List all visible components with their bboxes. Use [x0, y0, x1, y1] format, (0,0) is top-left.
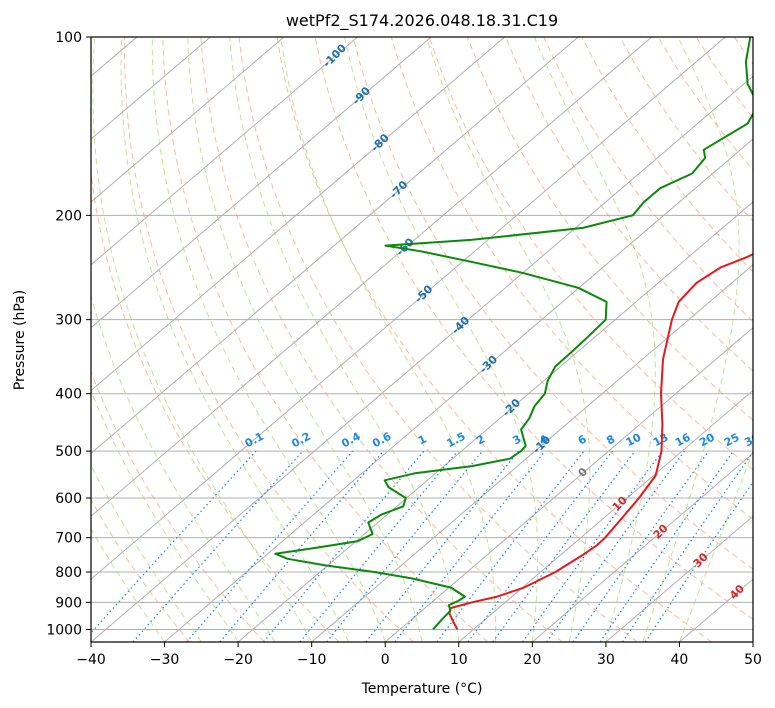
- plot-frame: [90, 36, 754, 643]
- mixing-ratio-line: [132, 450, 304, 642]
- moist-adiabat: [151, 37, 386, 642]
- x-axis-label: Temperature (°C): [361, 681, 483, 697]
- moist-adiabat: [120, 37, 349, 642]
- isotherm-line: [91, 37, 579, 455]
- x-tick-label: −10: [297, 652, 327, 668]
- dry-adiabat: [162, 37, 489, 642]
- isotherm-line: [605, 515, 753, 642]
- isotherm-line: [532, 452, 753, 642]
- isotherm-line: [311, 264, 753, 642]
- mixing-ratio-line: [394, 450, 546, 642]
- y-tick-label: 1000: [46, 622, 82, 638]
- mixing-ratio-line: [436, 450, 585, 642]
- y-axis: 100 200 300 400 500 600 700 800 900 1000: [46, 30, 91, 638]
- isotherm-line: [91, 75, 753, 642]
- dry-adiabat: [91, 370, 265, 642]
- chart-title: wetPf2_S174.2026.048.18.31.C19: [286, 11, 558, 31]
- isotherm-line: [91, 37, 285, 203]
- moist-adiabats: [91, 37, 753, 642]
- y-axis-label: Pressure (hPa): [12, 290, 28, 390]
- moist-adiabat: [678, 449, 753, 642]
- moist-adiabat: [187, 37, 423, 642]
- isotherm-line: [164, 138, 753, 642]
- isotherm-line: [458, 389, 753, 642]
- isotherm-line: [91, 37, 653, 517]
- plot-area: -100-90-80-70-60-50-40-30-20-10010203040…: [91, 37, 762, 642]
- mixing-ratio-lines: [91, 450, 753, 642]
- x-tick-label: −30: [150, 652, 180, 668]
- moist-adiabat: [280, 37, 497, 642]
- y-tick-label: 400: [55, 387, 82, 403]
- x-tick-label: 0: [381, 652, 390, 668]
- dry-adiabat: [91, 498, 191, 642]
- y-tick-label: 300: [55, 313, 82, 329]
- mixing-ratio-line: [572, 450, 710, 642]
- mixing-ratio-label: 16: [673, 431, 693, 450]
- dry-adiabat: [124, 37, 414, 642]
- dry-adiabat: [91, 170, 340, 642]
- dewpoint-line: [274, 37, 753, 631]
- mixing-ratio-label: 25: [722, 431, 742, 450]
- mixing-ratio-line: [644, 481, 753, 642]
- y-tick-label: 900: [55, 595, 82, 611]
- moist-adiabat: [229, 37, 460, 642]
- x-tick-label: −40: [76, 652, 106, 668]
- dry-adiabat: [314, 37, 753, 620]
- mixing-ratio-label: 13: [651, 431, 671, 450]
- y-tick-label: 600: [55, 491, 82, 507]
- moist-adiabat: [426, 37, 591, 642]
- mixing-ratio-label: 20: [697, 431, 717, 450]
- y-tick-label: 500: [55, 444, 82, 460]
- x-tick-label: 20: [523, 652, 541, 668]
- y-tick-label: 200: [55, 208, 82, 224]
- mixing-ratio-line: [91, 450, 257, 634]
- y-tick-label: 800: [55, 565, 82, 581]
- dry-adiabat: [238, 37, 638, 642]
- mixing-ratio-label: 30: [742, 431, 762, 450]
- dry-adiabat: [200, 37, 563, 642]
- y-tick-label: 100: [55, 30, 82, 46]
- moist-adiabat: [91, 293, 276, 642]
- x-tick-label: 30: [597, 652, 615, 668]
- moist-adiabat: [642, 37, 740, 642]
- moist-adiabat: [91, 527, 165, 642]
- dry-adiabat: [390, 37, 753, 520]
- isotherms: [91, 37, 753, 642]
- mixing-ratio-line: [219, 450, 384, 642]
- isotherm-line: [91, 37, 505, 392]
- x-tick-label: 10: [450, 652, 468, 668]
- mixing-ratio-line: [622, 451, 753, 642]
- moist-adiabat: [91, 389, 239, 642]
- grid-lines: [91, 37, 753, 630]
- mixing-ratio-line: [467, 450, 613, 642]
- x-tick-label: 50: [744, 652, 762, 668]
- mixing-ratio-line: [546, 450, 685, 642]
- isotherm-line: [91, 37, 432, 329]
- moist-adiabat: [533, 37, 656, 642]
- moist-adiabat: [91, 463, 202, 642]
- dry-adiabats: [91, 37, 753, 642]
- x-axis: −40 −30 −20 −10 0 10 20 30 40 50: [76, 642, 762, 668]
- moist-adiabat: [92, 37, 313, 642]
- x-tick-label: −20: [223, 652, 253, 668]
- x-tick-label: 40: [671, 652, 689, 668]
- mixing-ratio-line: [326, 450, 483, 642]
- mixing-ratio-line: [599, 450, 734, 642]
- dry-adiabat: [352, 37, 753, 570]
- series-lines: [274, 37, 753, 631]
- isotherm-line: [91, 37, 211, 140]
- mixing-ratio-line: [365, 450, 520, 642]
- mixing-ratio-labels: 0.10.20.40.611.52346810131620253036: [243, 430, 762, 451]
- isotherm-line: [384, 327, 753, 642]
- isotherm-line: [91, 37, 726, 580]
- temperature-line: [448, 253, 753, 630]
- mixing-ratio-label: 10: [624, 431, 644, 450]
- y-tick-label: 700: [55, 531, 82, 547]
- moist-adiabat: [344, 37, 539, 642]
- isotherm-line: [91, 37, 358, 266]
